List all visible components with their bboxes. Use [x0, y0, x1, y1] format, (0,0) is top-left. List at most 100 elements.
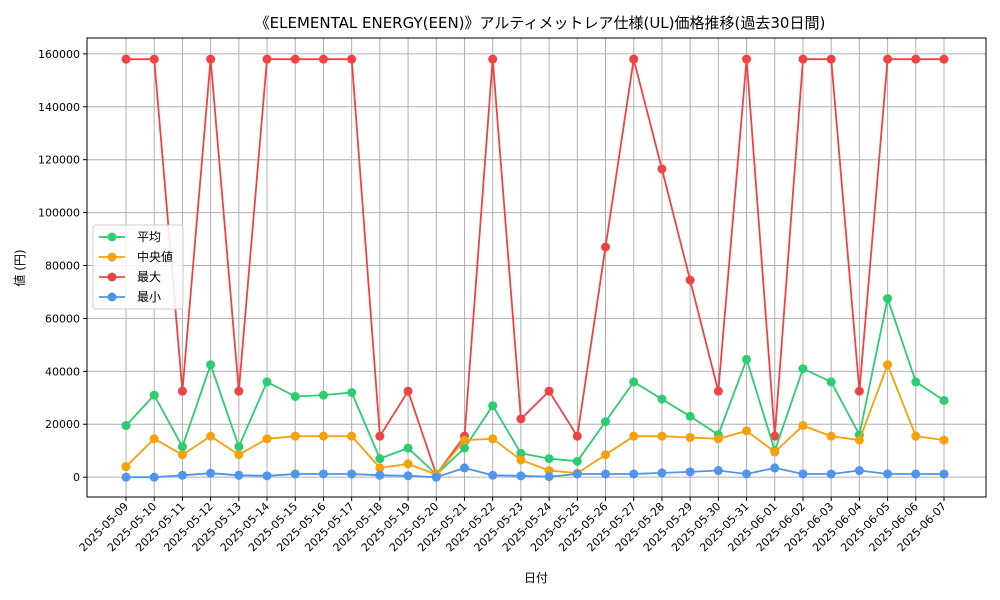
y-axis-ticks: 0 20000 40000 60000 80000 100000 120000 140000 1…	[38, 48, 87, 484]
data-point	[572, 431, 582, 441]
data-point	[516, 455, 526, 465]
data-point	[939, 54, 949, 64]
x-axis-ticks: 2025-05-092025-05-102025-05-112025-05-12…	[77, 497, 949, 554]
legend-marker	[107, 232, 117, 242]
legend-box	[92, 224, 184, 310]
data-point	[459, 435, 469, 445]
data-point	[488, 54, 498, 64]
data-point	[742, 426, 752, 436]
data-point	[206, 468, 216, 478]
data-point	[318, 390, 328, 400]
legend-marker	[107, 252, 117, 262]
data-point	[290, 54, 300, 64]
chart-title: 《ELEMENTAL ENERGY(EEN)》アルティメットレア仕様(UL)価格…	[255, 14, 826, 32]
data-point	[911, 54, 921, 64]
data-point	[262, 471, 272, 481]
data-point	[347, 388, 357, 398]
data-point	[318, 469, 328, 479]
data-point	[939, 469, 949, 479]
y-tick-label: 20000	[45, 418, 80, 431]
data-point	[149, 390, 159, 400]
data-point	[685, 432, 695, 442]
data-point	[290, 431, 300, 441]
data-point	[544, 472, 554, 482]
grid-lines	[87, 38, 986, 497]
data-point	[854, 466, 864, 476]
data-point	[629, 469, 639, 479]
data-point	[403, 386, 413, 396]
data-point	[516, 471, 526, 481]
data-point	[601, 417, 611, 427]
series-line	[126, 466, 944, 479]
data-point	[770, 431, 780, 441]
data-point	[657, 164, 667, 174]
legend-marker	[107, 292, 117, 302]
data-point	[206, 360, 216, 370]
y-tick-label: 100000	[38, 207, 80, 220]
data-point	[770, 463, 780, 473]
data-point	[403, 459, 413, 469]
data-point	[826, 54, 836, 64]
y-axis-label: 値 (円)	[12, 249, 27, 286]
data-point	[883, 360, 893, 370]
data-point	[149, 54, 159, 64]
data-point	[657, 468, 667, 478]
series-layer	[121, 54, 949, 482]
data-point	[234, 470, 244, 480]
data-point	[234, 386, 244, 396]
data-point	[685, 275, 695, 285]
data-point	[488, 401, 498, 411]
data-point	[685, 467, 695, 477]
y-tick-label: 40000	[45, 365, 80, 378]
legend-marker	[107, 272, 117, 282]
legend-label: 最小	[137, 290, 161, 304]
data-point	[742, 54, 752, 64]
data-point	[657, 431, 667, 441]
data-point	[883, 294, 893, 304]
data-point	[121, 54, 131, 64]
data-point	[403, 443, 413, 453]
legend-label: 最大	[137, 270, 161, 284]
data-point	[883, 469, 893, 479]
data-point	[516, 414, 526, 424]
data-point	[770, 447, 780, 457]
data-point	[149, 434, 159, 444]
data-point	[121, 472, 131, 482]
data-point	[572, 469, 582, 479]
data-point	[262, 377, 272, 387]
data-point	[177, 450, 187, 460]
data-point	[826, 431, 836, 441]
data-point	[262, 434, 272, 444]
data-point	[177, 386, 187, 396]
data-point	[854, 386, 864, 396]
plot-frame	[86, 37, 987, 498]
data-point	[121, 462, 131, 472]
data-point	[431, 472, 441, 482]
data-point	[177, 442, 187, 452]
y-tick-label: 60000	[45, 312, 80, 325]
data-point	[854, 435, 864, 445]
data-point	[826, 377, 836, 387]
data-point	[206, 431, 216, 441]
data-point	[713, 434, 723, 444]
data-point	[375, 431, 385, 441]
data-point	[488, 470, 498, 480]
data-point	[290, 391, 300, 401]
series-line	[125, 362, 945, 476]
data-point	[601, 242, 611, 252]
data-point	[713, 466, 723, 476]
legend-label: 平均	[137, 230, 161, 244]
data-point	[375, 454, 385, 464]
data-point	[939, 435, 949, 445]
data-point	[347, 469, 357, 479]
data-point	[798, 421, 808, 431]
data-point	[883, 54, 893, 64]
data-point	[234, 442, 244, 452]
data-point	[290, 469, 300, 479]
data-point	[318, 431, 328, 441]
data-point	[488, 434, 498, 444]
data-point	[657, 394, 667, 404]
series-3	[121, 463, 949, 482]
x-axis-label: 日付	[524, 571, 548, 585]
